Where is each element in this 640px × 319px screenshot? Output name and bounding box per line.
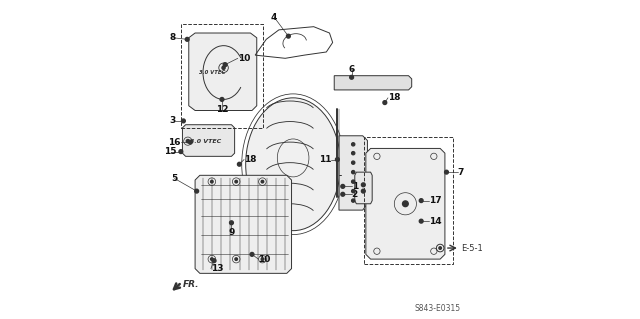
Text: FR.: FR. — [183, 280, 200, 289]
Circle shape — [195, 189, 198, 193]
Polygon shape — [339, 136, 367, 210]
Circle shape — [439, 247, 442, 249]
Text: 6: 6 — [349, 65, 355, 74]
Text: 3: 3 — [169, 116, 175, 125]
Circle shape — [182, 119, 186, 123]
Circle shape — [212, 259, 216, 263]
Polygon shape — [366, 148, 445, 259]
Circle shape — [223, 63, 227, 67]
Text: 16: 16 — [168, 137, 181, 147]
Circle shape — [179, 150, 183, 153]
Circle shape — [351, 171, 355, 174]
Text: 8: 8 — [170, 33, 176, 42]
Circle shape — [261, 258, 264, 260]
Polygon shape — [189, 33, 257, 110]
Circle shape — [235, 258, 237, 260]
Circle shape — [341, 192, 345, 196]
Circle shape — [445, 170, 449, 174]
Text: 3.0 VTEC: 3.0 VTEC — [199, 70, 225, 75]
Text: 13: 13 — [211, 264, 223, 273]
Circle shape — [250, 252, 254, 256]
Bar — [181, 24, 263, 128]
Circle shape — [230, 221, 234, 225]
Text: S843-E0315: S843-E0315 — [415, 304, 461, 313]
Text: 18: 18 — [388, 93, 401, 102]
Circle shape — [351, 143, 355, 146]
Circle shape — [362, 183, 365, 187]
Circle shape — [335, 158, 339, 161]
Circle shape — [351, 161, 355, 164]
Text: 18: 18 — [244, 155, 257, 164]
Text: E-5-1: E-5-1 — [461, 243, 483, 253]
Circle shape — [186, 140, 189, 143]
Circle shape — [419, 199, 423, 203]
Circle shape — [287, 34, 291, 38]
Circle shape — [419, 219, 423, 223]
Circle shape — [235, 180, 237, 183]
Text: 5: 5 — [172, 174, 178, 183]
Circle shape — [351, 189, 355, 193]
Circle shape — [351, 152, 355, 155]
Text: 7: 7 — [458, 168, 464, 177]
Polygon shape — [182, 125, 235, 156]
Circle shape — [237, 162, 241, 166]
Text: 15: 15 — [164, 147, 177, 156]
Circle shape — [341, 184, 345, 188]
Text: 14: 14 — [429, 217, 442, 226]
Circle shape — [351, 199, 355, 202]
Text: 2: 2 — [351, 190, 358, 199]
Ellipse shape — [246, 98, 340, 231]
Circle shape — [188, 140, 192, 144]
Text: 9: 9 — [228, 228, 235, 237]
Circle shape — [261, 180, 264, 183]
Text: 4: 4 — [271, 13, 277, 22]
Text: 10: 10 — [238, 54, 250, 63]
Polygon shape — [195, 175, 292, 273]
Text: 3.0 VTEC: 3.0 VTEC — [190, 139, 221, 144]
Bar — [364, 137, 453, 264]
Circle shape — [222, 66, 225, 69]
Text: 11: 11 — [319, 155, 331, 164]
Polygon shape — [355, 172, 372, 204]
Text: 1: 1 — [351, 182, 358, 191]
Polygon shape — [334, 76, 412, 90]
Text: 10: 10 — [259, 255, 271, 263]
Text: 12: 12 — [216, 105, 228, 114]
Circle shape — [220, 98, 224, 101]
Circle shape — [349, 75, 353, 79]
Circle shape — [351, 180, 355, 183]
Circle shape — [362, 189, 365, 193]
Circle shape — [211, 180, 213, 183]
Circle shape — [383, 101, 387, 105]
Circle shape — [186, 37, 189, 41]
Circle shape — [211, 258, 213, 260]
Circle shape — [403, 201, 408, 207]
Text: 17: 17 — [429, 196, 442, 205]
